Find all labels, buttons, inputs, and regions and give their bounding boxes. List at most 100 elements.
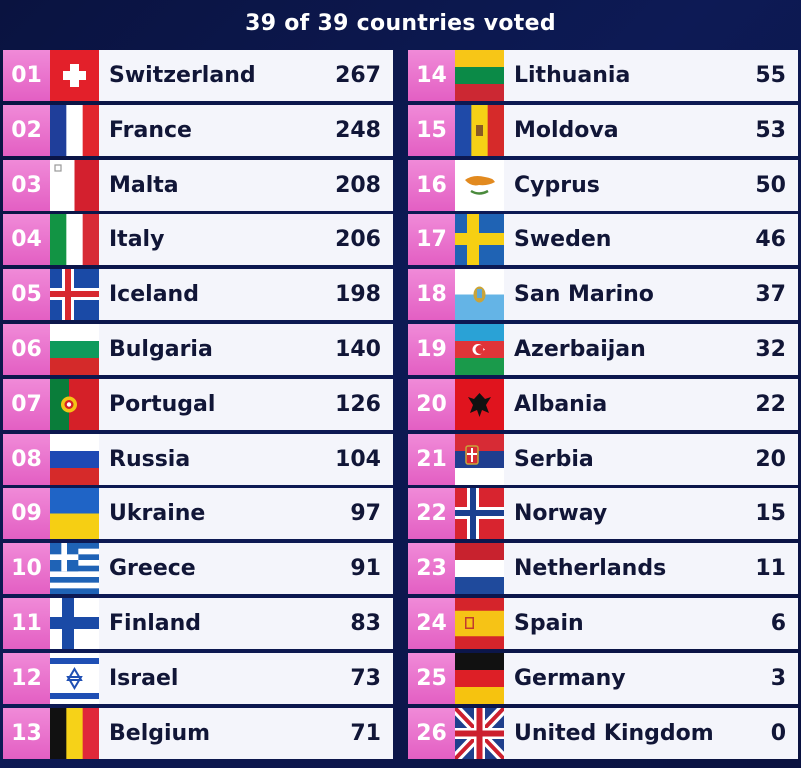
country-name: Bulgaria [109,336,213,362]
scoreboard-row: 21 Serbia 20 [408,433,798,485]
country-name: Azerbaijan [514,336,646,362]
country-points: 55 [755,63,786,88]
scoreboard-row: 14 Lithuania 55 [408,50,798,101]
scoreboard-row: 24 Spain 6 [408,597,798,649]
country-bar: Malta 208 [99,159,393,211]
scoreboard-row: 03 Malta 208 [3,159,393,211]
country-name: Sweden [514,227,612,253]
voting-status-title: 39 of 39 countries voted [245,10,556,36]
san-marino-flag-icon [455,269,504,321]
scoreboard-row: 17 Sweden 46 [408,214,798,266]
country-bar: Albania 22 [504,378,798,430]
rank-number: 13 [3,707,50,759]
country-points: 208 [335,172,381,198]
bulgaria-flag-icon [50,323,99,375]
rank-number: 07 [3,378,50,430]
lithuania-flag-icon [455,50,504,101]
israel-flag-icon [50,652,99,704]
rank-number: 18 [408,269,455,321]
scoreboard-header: 39 of 39 countries voted [0,0,801,46]
rank-number: 12 [3,652,50,704]
country-points: 53 [755,117,786,143]
country-bar: Netherlands 11 [504,543,798,595]
country-bar: Azerbaijan 32 [504,323,798,375]
rank-number: 24 [408,597,455,649]
country-bar: Greece 91 [99,543,393,595]
rank-number: 05 [3,269,50,321]
russia-flag-icon [50,433,99,485]
country-name: Finland [109,610,202,636]
rank-number: 19 [408,323,455,375]
rank-number: 14 [408,50,455,101]
country-name: Ukraine [109,501,206,527]
scoreboard-row: 25 Germany 3 [408,652,798,704]
country-points: 198 [335,282,381,308]
rank-number: 21 [408,433,455,485]
rank-number: 01 [3,50,50,101]
country-bar: Russia 104 [99,433,393,485]
country-name: Netherlands [514,556,667,582]
country-name: Iceland [109,282,199,308]
country-bar: Finland 83 [99,597,393,649]
country-name: Germany [514,665,626,691]
rank-number: 15 [408,104,455,156]
country-bar: Ukraine 97 [99,488,393,540]
country-name: Cyprus [514,172,600,198]
scoreboard-row: 07 Portugal 126 [3,378,393,430]
scoreboard-row: 06 Bulgaria 140 [3,323,393,375]
sweden-flag-icon [455,214,504,266]
country-name: San Marino [514,282,654,308]
country-points: 267 [335,63,381,88]
country-points: 71 [350,720,381,746]
scoreboard-row: 01 Switzerland 267 [3,50,393,101]
scoreboard-row: 10 Greece 91 [3,543,393,595]
country-points: 104 [335,446,381,472]
rank-number: 25 [408,652,455,704]
country-points: 22 [755,391,786,417]
country-bar: Portugal 126 [99,378,393,430]
country-points: 15 [755,501,786,527]
scoreboard-row: 13 Belgium 71 [3,707,393,759]
country-name: Portugal [109,391,216,417]
serbia-flag-icon [455,433,504,485]
rank-number: 20 [408,378,455,430]
country-name: Belgium [109,720,211,746]
france-flag-icon [50,104,99,156]
scoreboard-row: 11 Finland 83 [3,597,393,649]
country-points: 0 [770,720,786,746]
country-name: Serbia [514,446,594,472]
country-bar: Spain 6 [504,597,798,649]
rank-number: 06 [3,323,50,375]
rank-number: 16 [408,159,455,211]
iceland-flag-icon [50,269,99,321]
country-points: 37 [755,282,786,308]
scoreboard-row: 04 Italy 206 [3,214,393,266]
moldova-flag-icon [455,104,504,156]
country-name: Greece [109,556,196,582]
country-bar: Serbia 20 [504,433,798,485]
country-points: 73 [350,665,381,691]
rank-number: 10 [3,543,50,595]
rank-number: 26 [408,707,455,759]
country-points: 248 [335,117,381,143]
country-bar: Germany 3 [504,652,798,704]
country-bar: Belgium 71 [99,707,393,759]
scoreboard-left-column: 01 Switzerland 267 02 France 248 03 Malta 208 04 I… [3,50,393,762]
malta-flag-icon [50,159,99,211]
country-points: 126 [335,391,381,417]
rank-number: 04 [3,214,50,266]
rank-number: 09 [3,488,50,540]
country-name: Moldova [514,117,619,143]
rank-number: 23 [408,543,455,595]
finland-flag-icon [50,597,99,649]
scoreboard-row: 19 Azerbaijan 32 [408,323,798,375]
country-bar: France 248 [99,104,393,156]
greece-flag-icon [50,543,99,595]
scoreboard-row: 12 Israel 73 [3,652,393,704]
albania-flag-icon [455,378,504,430]
scoreboard-row: 08 Russia 104 [3,433,393,485]
country-bar: Cyprus 50 [504,159,798,211]
country-points: 3 [770,665,786,691]
norway-flag-icon [455,488,504,540]
country-bar: Norway 15 [504,488,798,540]
